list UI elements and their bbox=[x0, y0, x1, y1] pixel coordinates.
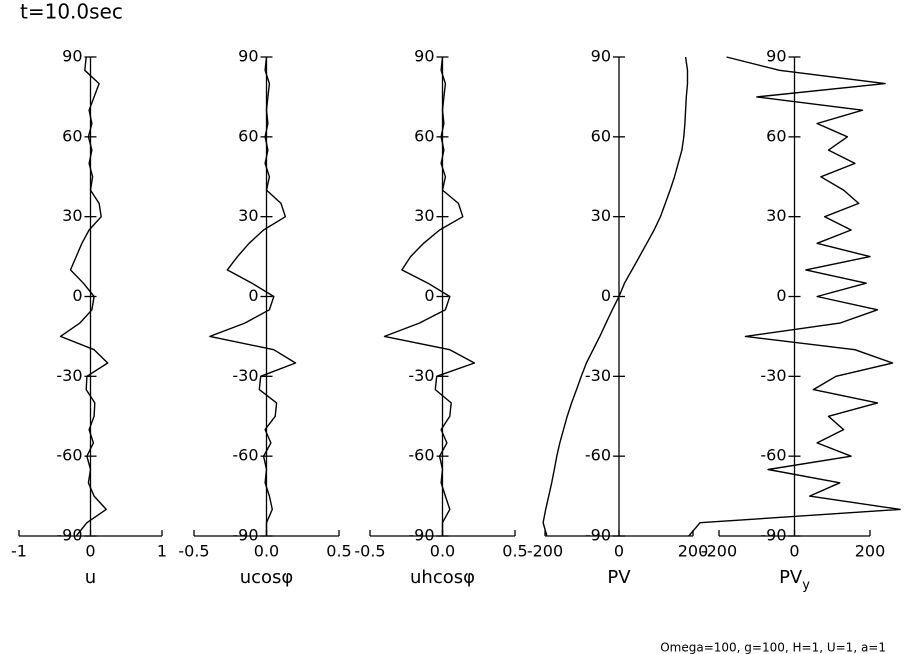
y-tick-label: 90 bbox=[238, 47, 258, 66]
y-tick-label: 90 bbox=[414, 47, 434, 66]
x-tick-label: 200 bbox=[855, 542, 886, 561]
y-tick-label: 90 bbox=[766, 47, 786, 66]
y-tick-label: -60 bbox=[585, 446, 611, 465]
panel: 90 60 30 0 -30 -60 -90 -1 0 1 u bbox=[11, 47, 167, 589]
profile-line bbox=[59, 56, 109, 537]
y-tick-label: 30 bbox=[62, 206, 82, 225]
footer-note: Omega=100, g=100, H=1, U=1, a=1 bbox=[660, 641, 886, 654]
x-axis-label: PV bbox=[607, 567, 631, 588]
y-tick-label: 60 bbox=[62, 126, 82, 145]
x-tick-label: 0 bbox=[614, 542, 624, 561]
x-tick-label: 0.0 bbox=[254, 542, 279, 561]
x-tick-label: 0 bbox=[85, 542, 95, 561]
profile-line bbox=[542, 56, 689, 537]
x-axis-label-text: u bbox=[85, 567, 96, 588]
x-tick-label: -1 bbox=[11, 542, 27, 561]
y-tick-label: 30 bbox=[238, 206, 258, 225]
x-tick-label: 1 bbox=[157, 542, 167, 561]
y-tick-label: 30 bbox=[414, 206, 434, 225]
x-tick-label: 0.0 bbox=[430, 542, 455, 561]
x-tick-label: -200 bbox=[527, 542, 563, 561]
y-tick-label: 0 bbox=[424, 286, 434, 305]
y-tick-label: -60 bbox=[760, 446, 786, 465]
y-tick-label: -30 bbox=[408, 366, 434, 385]
y-tick-label: -30 bbox=[232, 366, 258, 385]
x-axis-label-text: ucosφ bbox=[240, 567, 294, 588]
y-tick-label: 0 bbox=[72, 286, 82, 305]
y-tick-label: -90 bbox=[408, 526, 434, 545]
x-tick-label: 200 bbox=[678, 542, 709, 561]
profile-line bbox=[688, 56, 901, 537]
panel: 90 60 30 0 -30 -60 -90 -0.5 0.0 0.5 uhcosφ bbox=[354, 47, 527, 589]
x-tick-label: 0 bbox=[789, 542, 799, 561]
y-tick-label: -90 bbox=[232, 526, 258, 545]
x-axis-label-subscript: y bbox=[802, 578, 810, 593]
x-tick-label: 0.5 bbox=[502, 542, 527, 561]
profile-line bbox=[209, 56, 297, 536]
x-tick-label: -0.5 bbox=[178, 542, 209, 561]
x-tick-label: -200 bbox=[701, 542, 737, 561]
x-axis-label: u bbox=[85, 567, 96, 588]
x-axis-label: ucosφ bbox=[240, 567, 294, 588]
panel: 90 60 30 0 -30 -60 -90 -200 0 200 PV bbox=[527, 47, 708, 589]
y-tick-label: -30 bbox=[760, 366, 786, 385]
y-tick-label: -60 bbox=[232, 446, 258, 465]
y-tick-label: 0 bbox=[248, 286, 258, 305]
y-tick-label: -30 bbox=[56, 366, 82, 385]
x-axis-label-text: uhcosφ bbox=[410, 567, 475, 588]
y-tick-label: 90 bbox=[591, 47, 611, 66]
x-tick-label: -0.5 bbox=[354, 542, 385, 561]
y-tick-label: 60 bbox=[591, 126, 611, 145]
y-tick-label: -90 bbox=[585, 526, 611, 545]
x-axis-label-text: PV bbox=[779, 567, 803, 588]
x-axis-label: PVy bbox=[779, 567, 810, 593]
y-tick-label: 30 bbox=[766, 206, 786, 225]
y-tick-label: -60 bbox=[408, 446, 434, 465]
panel: 90 60 30 0 -30 -60 -90 -200 0 200 PVy bbox=[688, 47, 901, 593]
y-tick-label: -60 bbox=[56, 446, 82, 465]
y-tick-label: 90 bbox=[62, 47, 82, 66]
y-tick-label: 0 bbox=[776, 286, 786, 305]
y-tick-label: -90 bbox=[760, 526, 786, 545]
y-tick-label: 60 bbox=[766, 126, 786, 145]
x-axis-label: uhcosφ bbox=[410, 567, 475, 588]
x-tick-label: 0.5 bbox=[326, 542, 351, 561]
y-tick-label: 0 bbox=[601, 286, 611, 305]
x-axis-label-text: PV bbox=[607, 567, 631, 588]
figure-title: t=10.0sec bbox=[20, 0, 123, 24]
profile-line bbox=[383, 56, 476, 536]
y-tick-label: -90 bbox=[56, 526, 82, 545]
panel: 90 60 30 0 -30 -60 -90 -0.5 0.0 0.5 ucosφ bbox=[178, 47, 351, 589]
y-tick-label: 30 bbox=[591, 206, 611, 225]
y-tick-label: 60 bbox=[414, 126, 434, 145]
y-tick-label: -30 bbox=[585, 366, 611, 385]
y-tick-label: 60 bbox=[238, 126, 258, 145]
